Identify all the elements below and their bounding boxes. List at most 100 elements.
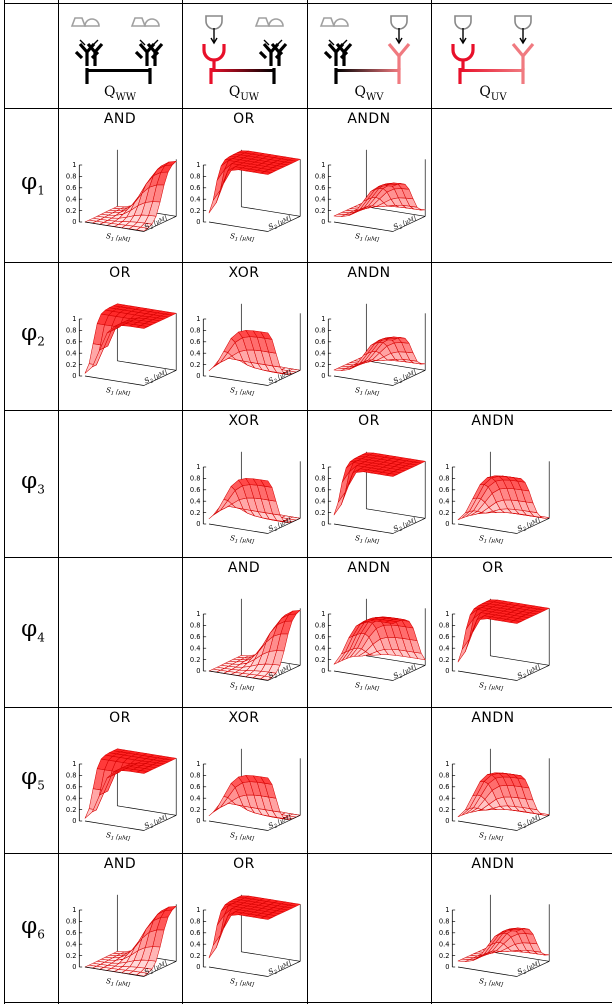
circuit-icon-uv (451, 15, 535, 84)
z-tick-label: 1 (72, 315, 76, 323)
surface-plot: 0 0.2 0.4 0.6 0.8 1 S1[μM] S2[μM] (315, 451, 426, 546)
row-label-phi2: φ2 (8, 320, 58, 349)
z-tick-label: 0.6 (190, 783, 201, 791)
z-tick-label: 0 (72, 218, 76, 226)
s2-axis-label: S2[μM] (392, 366, 419, 387)
s2-axis-label: S2[μM] (516, 957, 543, 978)
z-tick-label: 0 (321, 372, 325, 380)
z-tick-label: 0.6 (439, 633, 450, 641)
z-tick-label: 0.2 (66, 806, 77, 814)
z-tick-label: 0.4 (190, 794, 201, 802)
surface-patch (260, 331, 273, 340)
gate-title: ANDN (471, 710, 515, 726)
circuit-icon-wv (319, 15, 411, 84)
z-tick-label: 0 (196, 218, 200, 226)
s1-axis-label: S1[μM] (105, 976, 131, 990)
z-tick-label: 1 (445, 463, 449, 471)
surface-plot: 0 0.2 0.4 0.6 0.8 1 S1[μM] S2[μM] (190, 149, 301, 245)
z-tick-label: 0.8 (66, 772, 77, 780)
gate-title: OR (109, 710, 131, 726)
z-tick-label: 0.4 (190, 644, 201, 652)
surface-plot: 0 0.2 0.4 0.6 0.8 1 S1[μM] S2[μM] (190, 894, 301, 989)
s2-axis-label: S2[μM] (267, 811, 294, 832)
z-tick-label: 0 (72, 817, 76, 825)
z-tick-label: 0.6 (190, 929, 201, 937)
gate-title: XOR (228, 413, 260, 429)
surface-patch (208, 807, 221, 817)
surface-patch (260, 479, 273, 488)
z-tick-label: 0 (445, 667, 449, 675)
z-tick-label: 0.4 (439, 644, 450, 652)
surface-patch (208, 362, 221, 372)
row-label-sub: 2 (37, 334, 45, 349)
surface-plot: 0 0.2 0.4 0.6 0.8 1 S1[μM] S2[μM] (439, 451, 550, 546)
z-tick-label: 0.2 (315, 656, 326, 664)
s1-axis-label: S1[μM] (354, 231, 380, 245)
z-tick-label: 0 (196, 963, 200, 971)
surface-plot: 0 0.2 0.4 0.6 0.8 1 S1[μM] S2[μM] (315, 149, 426, 245)
z-tick-label: 0 (72, 372, 76, 380)
row-label-main: φ (21, 169, 38, 195)
row-label-phi4: φ4 (8, 616, 58, 645)
z-tick-label: 1 (72, 161, 76, 169)
row-label-sub: 1 (37, 183, 45, 198)
z-tick-label: 0.6 (439, 929, 450, 937)
circuit-label-uv: QUV (431, 84, 555, 103)
z-tick-label: 0.8 (315, 173, 326, 181)
z-tick-label: 0.8 (315, 622, 326, 630)
row-label-main: φ (21, 616, 38, 642)
s2-axis-label: S2[μM] (267, 366, 294, 387)
z-tick-label: 0.8 (315, 327, 326, 335)
s1-axis-label: S1[μM] (229, 231, 255, 245)
s1-axis-label: S1[μM] (105, 231, 131, 245)
circuit-label-sub: UV (490, 91, 507, 103)
circuit-label-sub: WV (365, 91, 384, 103)
surface-patch (385, 337, 398, 341)
surface-plot: 0 0.2 0.4 0.6 0.8 1 S1[μM] S2[μM] (190, 598, 301, 693)
z-tick-label: 0.2 (66, 207, 77, 215)
z-tick-label: 1 (196, 463, 200, 471)
s2-axis-label: S2[μM] (267, 212, 294, 233)
z-tick-label: 1 (196, 161, 200, 169)
surface-patch (385, 473, 398, 477)
row-label-main: φ (21, 467, 38, 494)
surface-patch (136, 971, 149, 977)
s1-axis-label: S1[μM] (354, 680, 380, 694)
gate-title: ANDN (471, 413, 515, 429)
z-tick-label: 0.2 (315, 361, 326, 369)
z-tick-label: 0 (196, 817, 200, 825)
z-tick-label: 0.4 (66, 195, 77, 203)
z-tick-label: 0 (196, 667, 200, 675)
z-tick-label: 1 (196, 906, 200, 914)
circuit-label-main: Q (103, 84, 116, 100)
z-tick-label: 0.2 (439, 656, 450, 664)
surface-patch (136, 325, 149, 329)
z-tick-label: 1 (196, 610, 200, 618)
z-tick-label: 0.4 (190, 349, 201, 357)
s2-axis-label: S2[μM] (267, 514, 294, 535)
gate-title: ANDN (347, 111, 391, 127)
z-tick-label: 0.4 (315, 644, 326, 652)
circuit-icon-uw (202, 15, 288, 84)
s2-axis-label: S2[μM] (267, 957, 294, 978)
z-tick-label: 0.6 (66, 338, 77, 346)
z-tick-label: 0.4 (439, 794, 450, 802)
s1-axis-label: S1[μM] (478, 830, 504, 844)
row-label-phi5: φ5 (8, 764, 58, 793)
surface-patch (509, 620, 522, 624)
z-tick-label: 0.8 (190, 475, 201, 483)
z-tick-label: 0.2 (66, 361, 77, 369)
z-tick-label: 0.4 (66, 349, 77, 357)
surface-patch (260, 916, 273, 920)
z-tick-label: 0.2 (439, 806, 450, 814)
z-tick-label: 0.6 (190, 486, 201, 494)
z-tick-label: 0.6 (66, 184, 77, 192)
z-tick-label: 1 (321, 161, 325, 169)
surface-plot: 0 0.2 0.4 0.6 0.8 1 S1[μM] S2[μM] (439, 598, 550, 693)
z-tick-label: 0 (72, 963, 76, 971)
z-tick-label: 0.4 (190, 497, 201, 505)
z-tick-label: 0.4 (315, 349, 326, 357)
z-tick-label: 1 (72, 906, 76, 914)
circuit-label-sub: UW (240, 91, 260, 103)
z-tick-label: 0.8 (439, 918, 450, 926)
